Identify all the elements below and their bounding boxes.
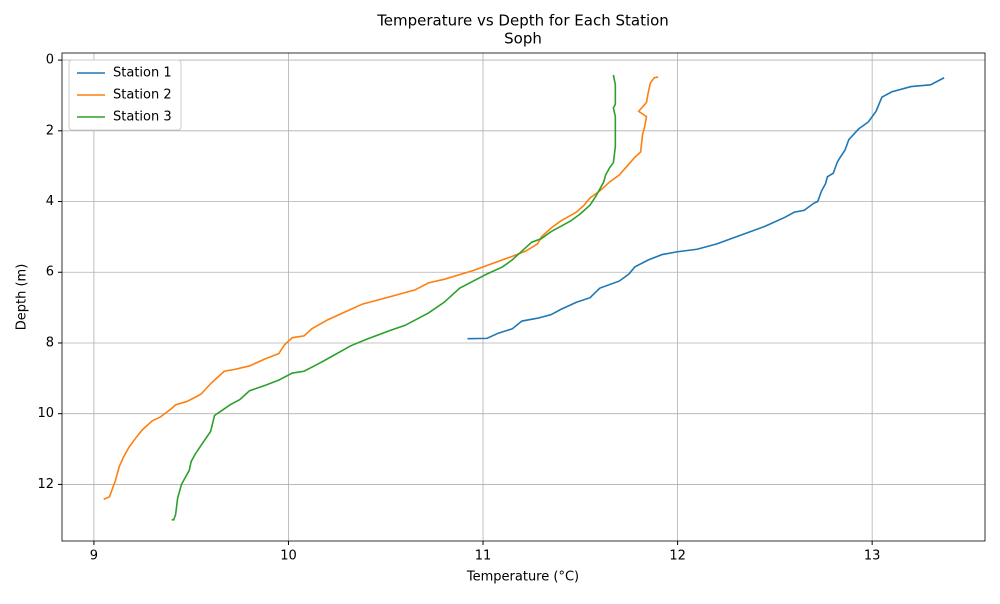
x-tick-label: 13 (864, 549, 881, 564)
y-axis-label: Depth (m) (15, 264, 30, 331)
series-line (171, 74, 617, 521)
y-tick-label: 4 (46, 194, 54, 209)
x-tick-label: 10 (280, 549, 297, 564)
plot-frame (61, 52, 986, 542)
y-tick-label: 8 (46, 335, 54, 350)
y-tick-label: 10 (37, 406, 54, 421)
series-line (467, 77, 945, 340)
chart-title: Temperature vs Depth for Each Station (376, 12, 669, 30)
x-axis-label: Temperature (°C) (466, 570, 579, 585)
y-tick-label: 2 (46, 123, 54, 138)
chart-subtitle: Soph (504, 30, 542, 48)
legend-label: Station 2 (113, 88, 172, 103)
legend-label: Station 1 (113, 66, 172, 81)
series-line (103, 76, 659, 501)
y-tick-label: 12 (37, 477, 54, 492)
legend-box (68, 59, 182, 131)
x-tick-label: 9 (90, 549, 98, 564)
y-tick-label: 6 (46, 265, 54, 280)
x-tick-label: 12 (669, 549, 686, 564)
x-tick-label: 11 (475, 549, 492, 564)
legend-label: Station 3 (113, 110, 172, 125)
y-tick-label: 0 (46, 53, 54, 68)
